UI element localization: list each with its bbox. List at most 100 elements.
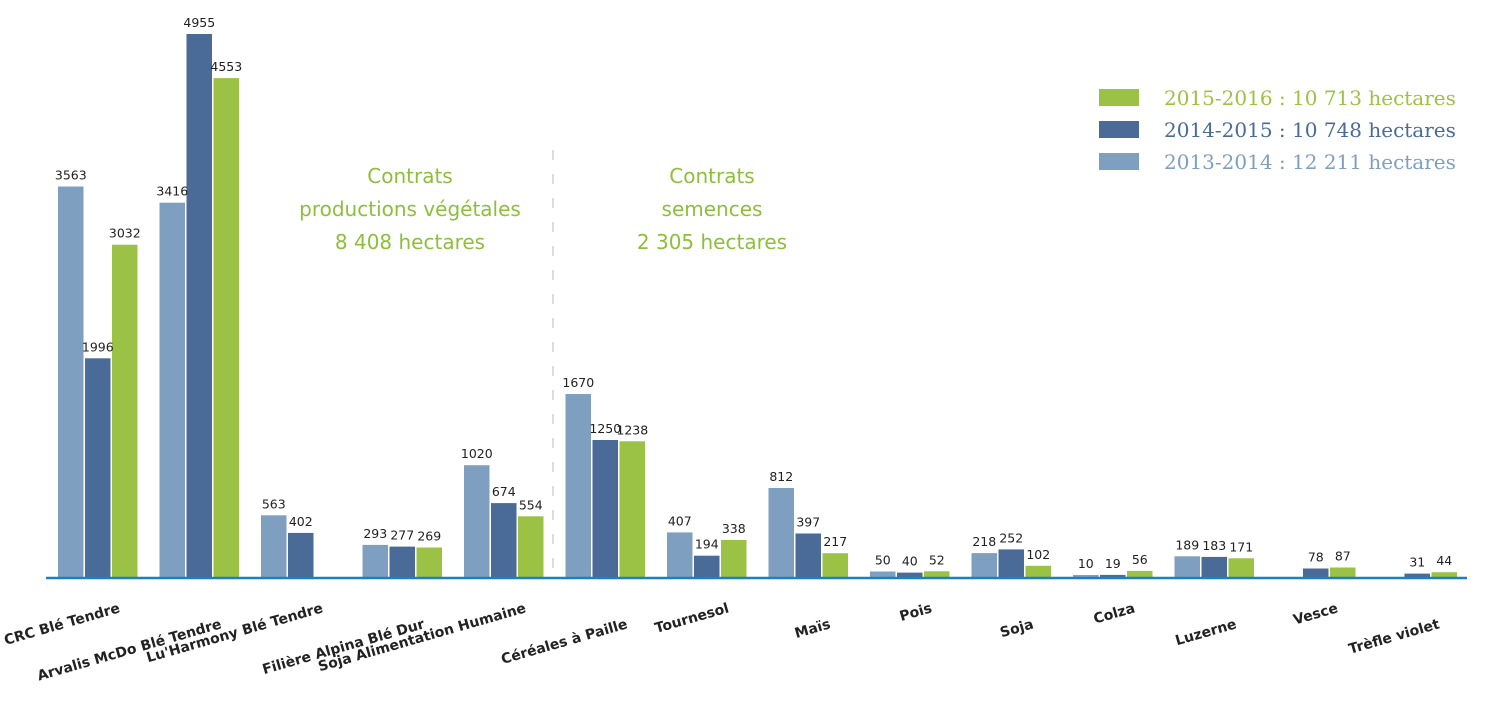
value-label-2014-2015-5: 1250	[589, 421, 621, 436]
bar-2013-2014-7	[768, 488, 794, 577]
legend-label-2015-2016: 2015-2016 : 10 713 hectares	[1164, 86, 1456, 110]
value-label-2015-2016-3: 269	[417, 529, 441, 544]
category-label-9: Soja	[998, 616, 1035, 641]
bar-2013-2014-3	[362, 544, 388, 577]
value-label-2014-2015-0: 1996	[82, 339, 114, 354]
value-label-2014-2015-7: 397	[796, 515, 820, 530]
bar-2015-2016-7	[822, 553, 848, 577]
value-label-2014-2015-8: 40	[902, 554, 918, 569]
bar-2014-2015-7	[795, 533, 821, 577]
value-label-2014-2015-4: 674	[492, 484, 516, 499]
value-label-2014-2015-13: 31	[1409, 555, 1425, 570]
bar-2014-2015-5	[592, 440, 618, 577]
bar-2014-2015-12	[1303, 568, 1329, 577]
bar-2015-2016-10	[1127, 570, 1153, 577]
value-label-2014-2015-2: 402	[289, 514, 313, 529]
category-label-11: Luzerne	[1174, 616, 1239, 649]
bar-2013-2014-1	[159, 202, 185, 577]
bar-2013-2014-6	[667, 532, 693, 577]
bar-2014-2015-11	[1201, 556, 1227, 577]
value-label-2014-2015-9: 252	[999, 530, 1023, 545]
value-label-2015-2016-1: 4553	[210, 59, 242, 74]
bar-2014-2015-8	[897, 572, 923, 577]
bar-2015-2016-13	[1431, 572, 1457, 577]
value-label-2013-2014-11: 189	[1175, 537, 1199, 552]
annotation-vegetal-line-1: Contrats	[367, 164, 452, 188]
bar-2014-2015-9	[998, 549, 1024, 577]
value-label-2013-2014-7: 812	[769, 469, 793, 484]
bar-2013-2014-11	[1174, 556, 1200, 577]
bar-2015-2016-1	[213, 78, 239, 577]
value-label-2015-2016-13: 44	[1436, 553, 1452, 568]
bar-2014-2015-10	[1100, 574, 1126, 577]
bar-2015-2016-6	[721, 540, 747, 577]
value-label-2014-2015-6: 194	[695, 537, 719, 552]
bar-2014-2015-4	[491, 503, 517, 577]
value-label-2013-2014-5: 1670	[562, 375, 594, 390]
value-label-2013-2014-3: 293	[363, 526, 387, 541]
bar-2013-2014-8	[870, 571, 896, 577]
value-label-2015-2016-4: 554	[519, 497, 543, 512]
value-label-2013-2014-4: 1020	[461, 446, 493, 461]
bars-layer	[58, 34, 1457, 577]
value-label-2015-2016-6: 338	[722, 521, 746, 536]
bar-2015-2016-3	[416, 547, 442, 577]
value-label-2013-2014-10: 10	[1078, 556, 1094, 571]
value-label-2015-2016-12: 87	[1335, 549, 1351, 564]
bar-2014-2015-2	[288, 532, 314, 577]
legend-swatch-2014-2015	[1099, 121, 1139, 138]
category-label-0: CRC Blé Tendre	[3, 600, 122, 648]
annotation-semences-line-2: semences	[662, 197, 763, 221]
bar-2014-2015-1	[186, 34, 212, 577]
bar-2013-2014-4	[464, 465, 490, 577]
bar-2013-2014-0	[58, 186, 84, 577]
value-label-2013-2014-2: 563	[262, 496, 286, 511]
bar-2015-2016-5	[619, 441, 645, 577]
category-label-13: Trèfle violet	[1347, 616, 1442, 657]
bar-2015-2016-0	[112, 244, 138, 577]
bar-2013-2014-5	[565, 394, 591, 577]
annotation-semences-line-3: 2 305 hectares	[637, 230, 787, 254]
bar-2015-2016-4	[518, 516, 544, 577]
value-label-2013-2014-8: 50	[875, 553, 891, 568]
bar-2014-2015-0	[85, 358, 111, 577]
annotation-semences: Contrats semences 2 305 hectares	[637, 164, 787, 254]
legend-label-2013-2014: 2013-2014 : 12 211 hectares	[1164, 150, 1456, 174]
legend-label-2014-2015: 2014-2015 : 10 748 hectares	[1164, 118, 1456, 142]
legend-swatch-2013-2014	[1099, 153, 1139, 170]
bar-2014-2015-13	[1404, 573, 1430, 577]
legend-swatch-2015-2016	[1099, 89, 1139, 106]
bar-2013-2014-9	[971, 553, 997, 577]
value-label-2014-2015-10: 19	[1105, 556, 1121, 571]
annotation-vegetal: Contrats productions végétales 8 408 hec…	[299, 164, 521, 254]
value-label-2015-2016-10: 56	[1132, 552, 1148, 567]
value-label-2015-2016-7: 217	[823, 534, 847, 549]
value-label-2014-2015-1: 4955	[183, 15, 215, 30]
bar-2013-2014-10	[1073, 575, 1099, 577]
legend: 2015-2016 : 10 713 hectares 2014-2015 : …	[1099, 86, 1456, 174]
value-label-2013-2014-1: 3416	[156, 184, 188, 199]
bar-2015-2016-8	[924, 571, 950, 577]
value-label-2014-2015-3: 277	[390, 528, 414, 543]
bar-2015-2016-12	[1330, 567, 1356, 577]
annotation-vegetal-line-3: 8 408 hectares	[335, 230, 485, 254]
category-label-12: Vesce	[1292, 600, 1340, 628]
value-label-2015-2016-0: 3032	[109, 226, 141, 241]
value-label-2015-2016-8: 52	[929, 552, 945, 567]
category-label-5: Céréales à Paille	[499, 616, 629, 667]
annotation-vegetal-line-2: productions végétales	[299, 197, 521, 221]
value-label-2015-2016-5: 1238	[616, 422, 648, 437]
value-label-2013-2014-0: 3563	[55, 168, 87, 183]
category-label-6: Tournesol	[653, 600, 731, 636]
category-label-8: Pois	[898, 600, 934, 624]
annotation-semences-line-1: Contrats	[669, 164, 754, 188]
category-label-10: Colza	[1092, 600, 1137, 627]
category-label-7: Maïs	[793, 616, 833, 641]
bar-2013-2014-2	[261, 515, 287, 577]
value-label-2014-2015-11: 183	[1202, 538, 1226, 553]
value-label-2014-2015-12: 78	[1308, 550, 1324, 565]
bar-2015-2016-9	[1025, 565, 1051, 577]
